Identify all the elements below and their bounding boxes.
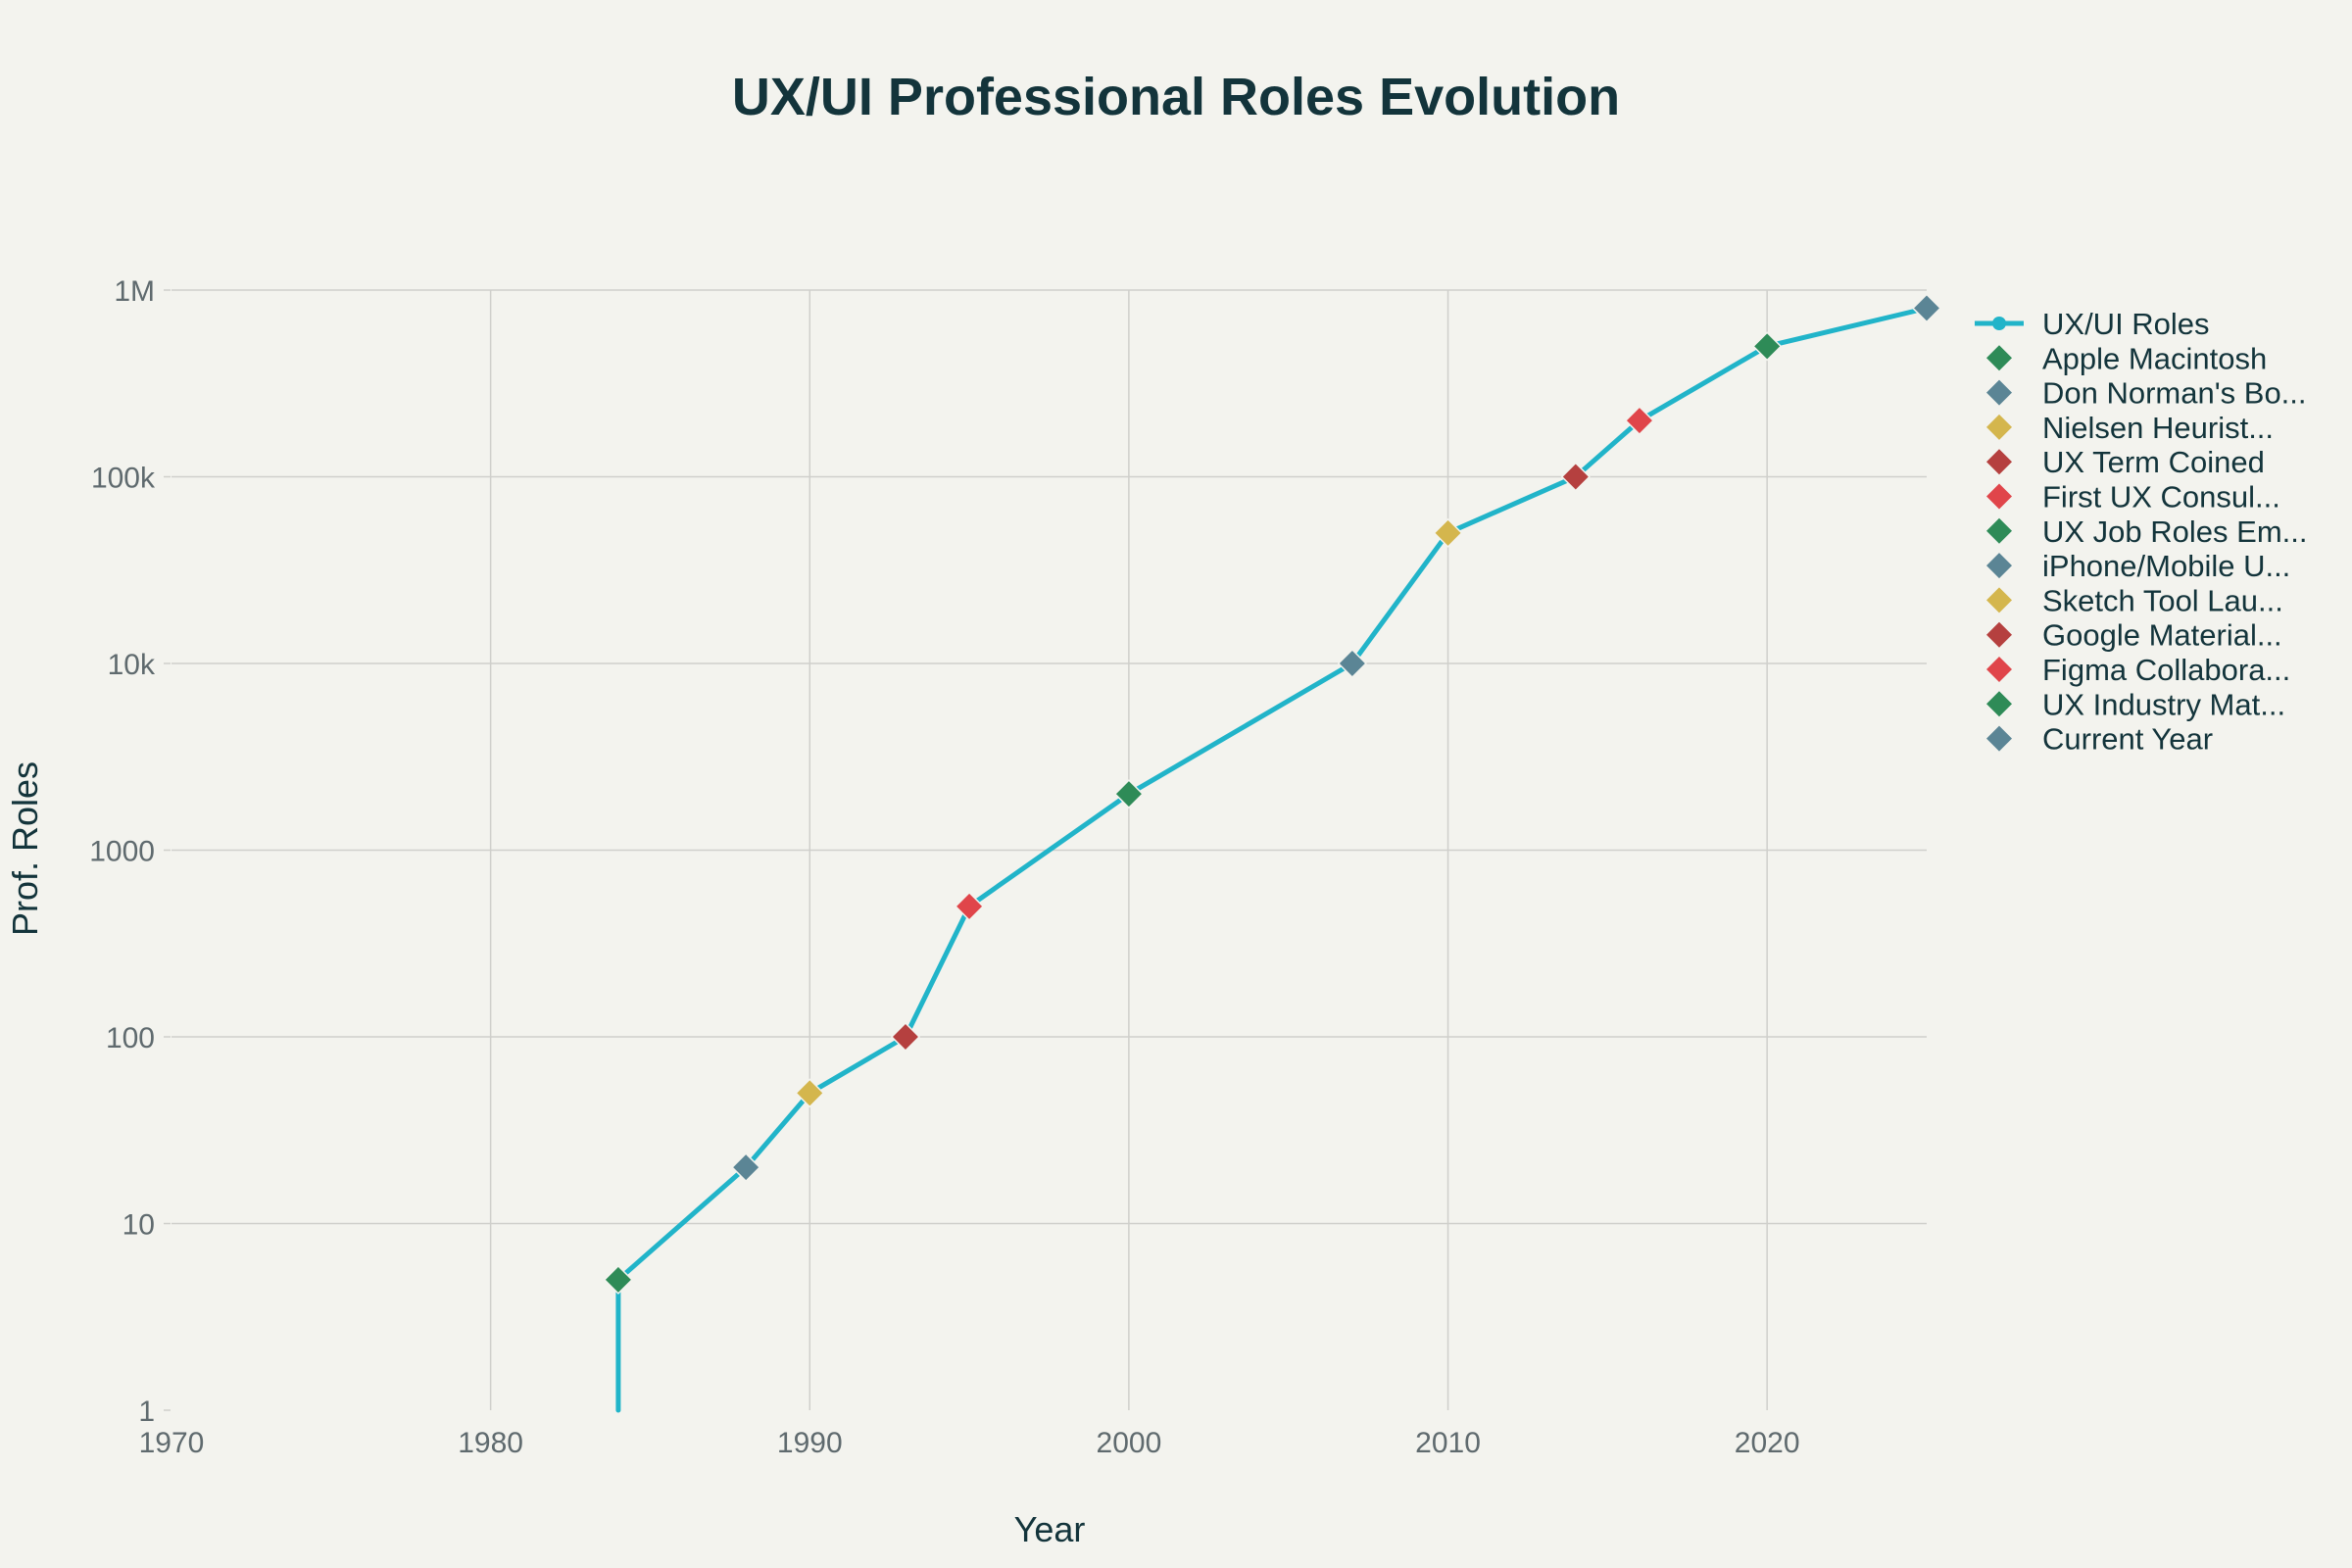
x-tick-label: 2020 xyxy=(1735,1427,1800,1459)
legend-swatch-diamond xyxy=(1986,345,2012,371)
legend-swatch-diamond xyxy=(1986,725,2012,752)
legend-label: Don Norman's Bo... xyxy=(2042,376,2307,411)
milestone-marker xyxy=(890,1021,921,1053)
legend-swatch-diamond xyxy=(1986,587,2012,613)
legend-label: Sketch Tool Lau... xyxy=(2042,583,2283,617)
milestone-marker xyxy=(1752,331,1783,362)
milestone-marker xyxy=(1911,293,1942,323)
legend-swatch-diamond xyxy=(1986,553,2012,579)
y-tick-label: 1 xyxy=(138,1396,155,1428)
legend-swatch-diamond xyxy=(1986,449,2012,475)
legend-label: Apple Macintosh xyxy=(2042,341,2267,375)
legend-label: Figma Collabora... xyxy=(2042,653,2290,687)
milestone-marker xyxy=(1337,648,1367,679)
y-axis-title: Prof. Roles xyxy=(5,761,45,936)
legend-label: Google Material... xyxy=(2042,618,2282,653)
milestone-marker xyxy=(1560,462,1591,492)
legend-label: Nielsen Heurist... xyxy=(2042,411,2274,445)
legend-swatch-dot xyxy=(1992,317,2006,330)
x-tick-label: 1990 xyxy=(777,1427,843,1459)
legend-label: UX/UI Roles xyxy=(2042,307,2210,341)
marker-layer xyxy=(603,293,1942,1295)
legend-swatch-diamond xyxy=(1986,657,2012,682)
milestone-marker xyxy=(955,891,985,921)
y-tick-label: 100k xyxy=(91,463,156,495)
legend-swatch-diamond xyxy=(1986,414,2012,440)
milestone-marker xyxy=(603,1264,633,1295)
legend-swatch-diamond xyxy=(1986,691,2012,717)
milestone-marker xyxy=(1624,406,1654,436)
legend-swatch-diamond xyxy=(1986,517,2012,544)
y-tick-label: 10k xyxy=(108,649,156,681)
legend-label: UX Term Coined xyxy=(2042,445,2265,479)
series-layer xyxy=(615,306,1930,1413)
x-tick-label: 1970 xyxy=(139,1427,205,1459)
x-tick-label: 2010 xyxy=(1415,1427,1481,1459)
y-tick-label: 1000 xyxy=(89,836,155,868)
chart-title: UX/UI Professional Roles Evolution xyxy=(732,68,1620,126)
axis-layer: 1970 1980 1990 2000 2010 2020 1 10 100 1000 10k 100… xyxy=(89,275,1799,1459)
milestone-marker xyxy=(795,1078,825,1108)
x-tick-label: 2000 xyxy=(1097,1427,1162,1459)
series-line-ux-ui-roles xyxy=(615,306,1930,1413)
x-axis-title: Year xyxy=(1014,1509,1086,1549)
legend-label: UX Industry Mat... xyxy=(2042,687,2285,721)
y-tick-label: 10 xyxy=(122,1209,155,1242)
grid-layer xyxy=(172,289,1927,1410)
y-tick-label: 100 xyxy=(106,1022,155,1054)
milestone-marker xyxy=(1433,517,1463,548)
milestone-marker xyxy=(731,1152,761,1183)
legend-swatch-diamond xyxy=(1986,379,2012,406)
legend-label: UX Job Roles Em... xyxy=(2042,514,2307,549)
milestone-marker xyxy=(1113,779,1144,809)
y-tick-label: 1M xyxy=(114,275,155,308)
x-tick-label: 1980 xyxy=(458,1427,523,1459)
legend-label: iPhone/Mobile U... xyxy=(2042,549,2290,583)
legend-swatch-diamond xyxy=(1986,483,2012,510)
legend-swatch-diamond xyxy=(1986,621,2012,648)
legend-label: Current Year xyxy=(2042,722,2213,757)
legend-label: First UX Consul... xyxy=(2042,480,2280,514)
